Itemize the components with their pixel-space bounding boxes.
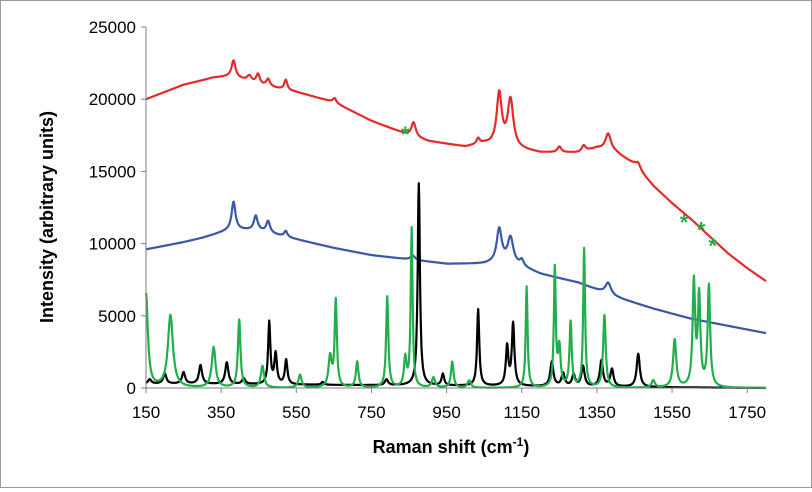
axis-ticks: 150 350 550 750 950 1150 1350 1550 1750 0 5000 1000…	[89, 18, 766, 422]
x-axis-title-end: )	[523, 437, 529, 457]
peak-marker: *	[697, 217, 706, 242]
y-tick-label: 15000	[89, 162, 136, 181]
y-axis-title: Intensity (arbitrary units)	[37, 111, 57, 323]
series-line-4	[144, 226, 767, 389]
x-tick-label: 350	[207, 403, 235, 422]
y-tick-label: 5000	[98, 307, 136, 326]
x-tick-label: 1150	[503, 403, 540, 422]
y-tick-label: 20000	[89, 90, 136, 109]
peak-marker: *	[401, 122, 410, 147]
series-line-2	[145, 200, 767, 335]
y-tick-label: 25000	[89, 18, 136, 37]
peak-marker: *	[708, 233, 717, 258]
axes	[145, 27, 766, 389]
x-tick-label: 150	[132, 403, 160, 422]
peak-markers: ** **	[401, 122, 717, 258]
x-axis-title-superscript: -1	[513, 435, 524, 449]
x-axis-title: Raman shift (cm-1)	[373, 435, 530, 457]
x-tick-label: 1350	[578, 403, 616, 422]
x-tick-label: 750	[357, 403, 385, 422]
x-axis-title-main: Raman shift (cm	[373, 437, 513, 457]
plot-area	[144, 59, 767, 390]
x-tick-label: 1550	[653, 403, 691, 422]
y-tick-label: 0	[127, 379, 136, 398]
series-line-1	[145, 59, 767, 283]
peak-marker: *	[680, 210, 689, 235]
x-tick-label: 1750	[728, 403, 766, 422]
x-tick-label: 950	[432, 403, 460, 422]
y-tick-label: 10000	[89, 235, 136, 254]
x-tick-label: 550	[282, 403, 310, 422]
